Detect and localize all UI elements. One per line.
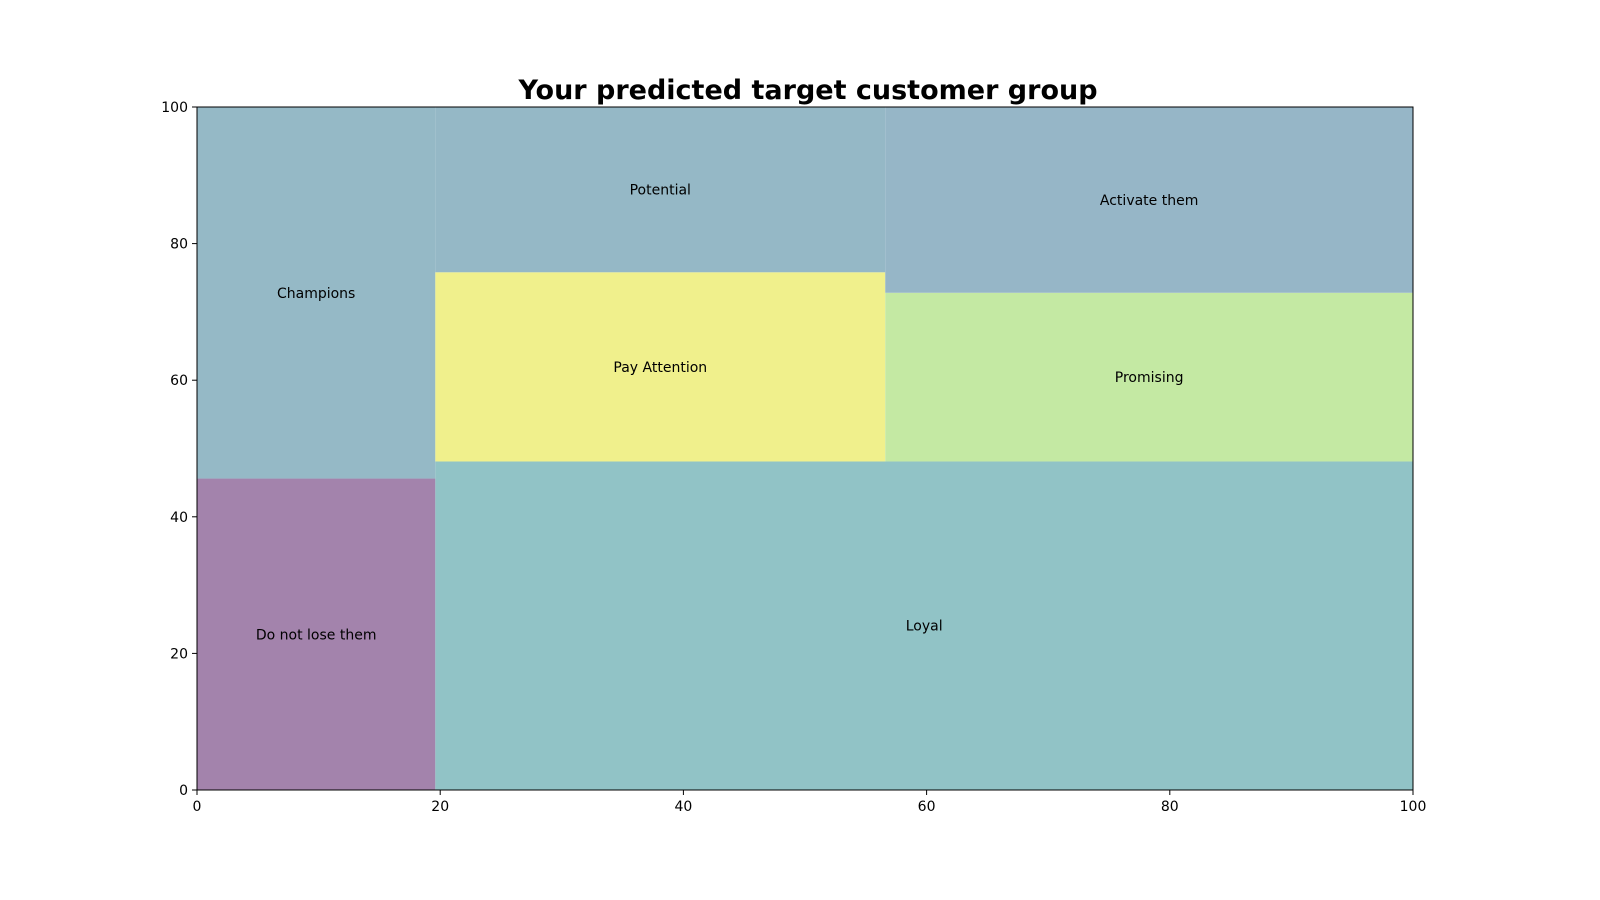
x-tick-label: 60 — [918, 799, 936, 815]
y-tick-label: 0 — [179, 783, 188, 799]
rect-label-pay-attention: Pay Attention — [613, 360, 707, 376]
y-axis: 0 20 40 60 80 100 — [161, 100, 197, 799]
y-tick-label: 20 — [170, 646, 188, 662]
y-tick-label: 40 — [170, 510, 188, 526]
rect-label-activate-them: Activate them — [1100, 193, 1198, 209]
y-tick-label: 100 — [161, 100, 188, 116]
rect-promising — [885, 292, 1413, 462]
rect-pay-attention — [435, 272, 886, 462]
x-tick-label: 0 — [193, 799, 202, 815]
treemap-rectangles — [197, 107, 1413, 790]
y-tick-label: 60 — [170, 373, 188, 389]
rect-label-champions: Champions — [277, 286, 355, 302]
rect-label-do-not-lose-them: Do not lose them — [256, 627, 377, 643]
treemap-labels: Do not lose them Champions Loyal Pay Attent… — [256, 183, 1198, 644]
x-tick-label: 100 — [1400, 799, 1427, 815]
rect-champions — [197, 107, 436, 479]
rect-potential — [435, 107, 886, 273]
chart-title: Your predicted target customer group — [517, 75, 1097, 106]
rect-label-loyal: Loyal — [906, 619, 943, 635]
rect-label-potential: Potential — [630, 183, 691, 199]
plot-frame — [196, 106, 1414, 791]
x-tick-label: 20 — [431, 799, 449, 815]
x-tick-label: 40 — [674, 799, 692, 815]
rect-loyal — [435, 461, 1413, 790]
x-tick-label: 80 — [1161, 799, 1179, 815]
y-tick-label: 80 — [170, 237, 188, 253]
rect-activate-them — [885, 107, 1413, 293]
rect-do-not-lose-them — [197, 478, 436, 790]
rect-label-promising: Promising — [1115, 370, 1184, 386]
x-axis: 0 20 40 60 80 100 — [193, 790, 1427, 815]
